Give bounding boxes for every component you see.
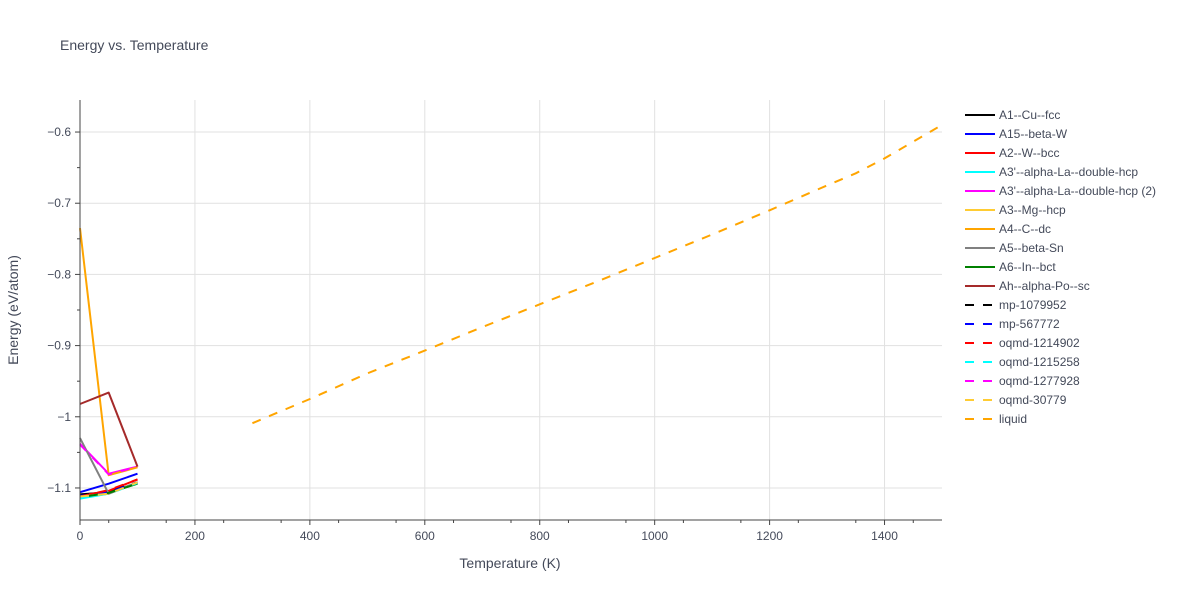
- legend-item[interactable]: A6--In--bct: [965, 260, 1056, 274]
- x-axis-ticks: 0 200 400 600 800 1000 1200 1400: [77, 519, 942, 543]
- legend-item[interactable]: A2--W--bcc: [965, 146, 1059, 160]
- series-line-a15-beta-w[interactable]: [79, 472, 138, 494]
- x-tick-label: 1400: [871, 529, 898, 543]
- plot-area: [79, 124, 943, 500]
- legend-item[interactable]: oqmd-1277928: [965, 374, 1080, 388]
- series-line-a4-c-dc[interactable]: [79, 227, 138, 477]
- legend-label: A4--C--dc: [999, 222, 1051, 236]
- legend-item[interactable]: A3'--alpha-La--double-hcp (2): [965, 184, 1156, 198]
- legend-label: A2--W--bcc: [999, 146, 1059, 160]
- y-tick-label: −0.7: [47, 196, 71, 210]
- series-line-liquid[interactable]: [252, 124, 943, 425]
- legend-item[interactable]: A3--Mg--hcp: [965, 203, 1066, 217]
- chart-title: Energy vs. Temperature: [60, 37, 209, 53]
- x-tick-label: 200: [185, 529, 205, 543]
- legend-label: Ah--alpha-Po--sc: [999, 279, 1090, 293]
- x-tick-label: 800: [530, 529, 550, 543]
- legend-item[interactable]: oqmd-1215258: [965, 355, 1080, 369]
- y-axis-title: Energy (eV/atom): [5, 255, 21, 365]
- legend-label: oqmd-1215258: [999, 355, 1080, 369]
- legend-label: A3--Mg--hcp: [999, 203, 1066, 217]
- y-tick-label: −1.1: [47, 481, 71, 495]
- legend-label: A3'--alpha-La--double-hcp (2): [999, 184, 1156, 198]
- series-line-ah-alpha-po-sc[interactable]: [79, 391, 139, 467]
- legend-label: oqmd-1277928: [999, 374, 1080, 388]
- legend-label: A1--Cu--fcc: [999, 108, 1060, 122]
- x-tick-label: 0: [77, 529, 84, 543]
- legend-item[interactable]: liquid: [965, 412, 1027, 426]
- legend[interactable]: A1--Cu--fcc A15--beta-W A2--W--bcc A3'--alp…: [965, 108, 1156, 426]
- y-tick-label: −0.6: [47, 125, 71, 139]
- y-tick-label: −0.8: [47, 267, 71, 281]
- legend-item[interactable]: A4--C--dc: [965, 222, 1051, 236]
- x-tick-label: 1200: [756, 529, 783, 543]
- y-tick-label: −0.9: [47, 339, 71, 353]
- legend-item[interactable]: Ah--alpha-Po--sc: [965, 279, 1090, 293]
- legend-label: oqmd-30779: [999, 393, 1067, 407]
- x-tick-label: 400: [300, 529, 320, 543]
- grid: [80, 100, 942, 520]
- legend-label: mp-1079952: [999, 298, 1067, 312]
- x-axis-title: Temperature (K): [459, 555, 560, 571]
- legend-item[interactable]: A1--Cu--fcc: [965, 108, 1060, 122]
- series-line-a6-in-bct[interactable]: [79, 482, 138, 499]
- legend-item[interactable]: A15--beta-W: [965, 127, 1068, 141]
- legend-label: A3'--alpha-La--double-hcp: [999, 165, 1138, 179]
- legend-label: A15--beta-W: [999, 127, 1068, 141]
- legend-item[interactable]: mp-567772: [965, 317, 1060, 331]
- legend-item[interactable]: A5--beta-Sn: [965, 241, 1064, 255]
- legend-label: liquid: [999, 412, 1027, 426]
- legend-label: oqmd-1214902: [999, 336, 1080, 350]
- y-tick-label: −1: [57, 410, 71, 424]
- legend-item[interactable]: A3'--alpha-La--double-hcp: [965, 165, 1138, 179]
- series-line-a2-w-bcc[interactable]: [79, 478, 138, 497]
- legend-item[interactable]: mp-1079952: [965, 298, 1067, 312]
- x-tick-label: 1000: [641, 529, 668, 543]
- y-axis-ticks: −1.1 −1 −0.9 −0.8 −0.7 −0.6: [47, 100, 81, 520]
- x-tick-label: 600: [415, 529, 435, 543]
- legend-item[interactable]: oqmd-1214902: [965, 336, 1080, 350]
- legend-label: A5--beta-Sn: [999, 241, 1064, 255]
- legend-label: A6--In--bct: [999, 260, 1056, 274]
- legend-label: mp-567772: [999, 317, 1060, 331]
- series-line-oqmd-1277928[interactable]: [79, 443, 138, 476]
- legend-item[interactable]: oqmd-30779: [965, 393, 1067, 407]
